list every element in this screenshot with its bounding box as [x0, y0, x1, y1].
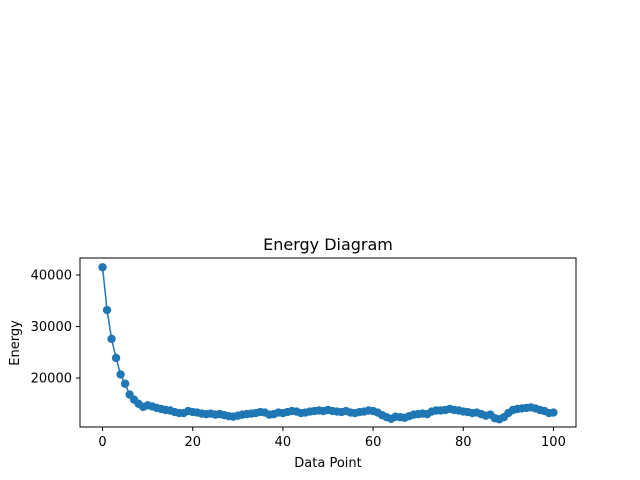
x-tick-label: 0: [98, 435, 106, 450]
y-tick-label: 20000: [31, 372, 72, 387]
data-point-marker: [111, 353, 121, 363]
y-axis-title: Energy: [8, 320, 23, 366]
plot-frame: [79, 257, 577, 428]
x-tick-label: 100: [541, 435, 566, 450]
data-point-marker: [549, 408, 558, 417]
y-axis-ticks: 20000 30000 40000: [31, 269, 80, 387]
x-tick-label: 40: [275, 435, 292, 450]
data-point-marker: [120, 379, 130, 388]
x-axis-title: Data Point: [294, 456, 361, 471]
plot-area: [98, 263, 558, 424]
y-tick-label: 30000: [31, 320, 72, 335]
data-point-marker: [107, 334, 116, 344]
chart-title: Energy Diagram: [263, 235, 393, 254]
data-point-marker: [116, 370, 125, 379]
x-tick-label: 60: [365, 435, 382, 450]
y-tick-label: 40000: [31, 269, 72, 284]
x-tick-label: 20: [184, 435, 201, 450]
data-point-marker: [98, 263, 107, 272]
x-axis-ticks: 0 20 40 60 80 100: [98, 427, 566, 450]
x-tick-label: 80: [455, 435, 472, 450]
data-point-marker: [102, 305, 112, 315]
